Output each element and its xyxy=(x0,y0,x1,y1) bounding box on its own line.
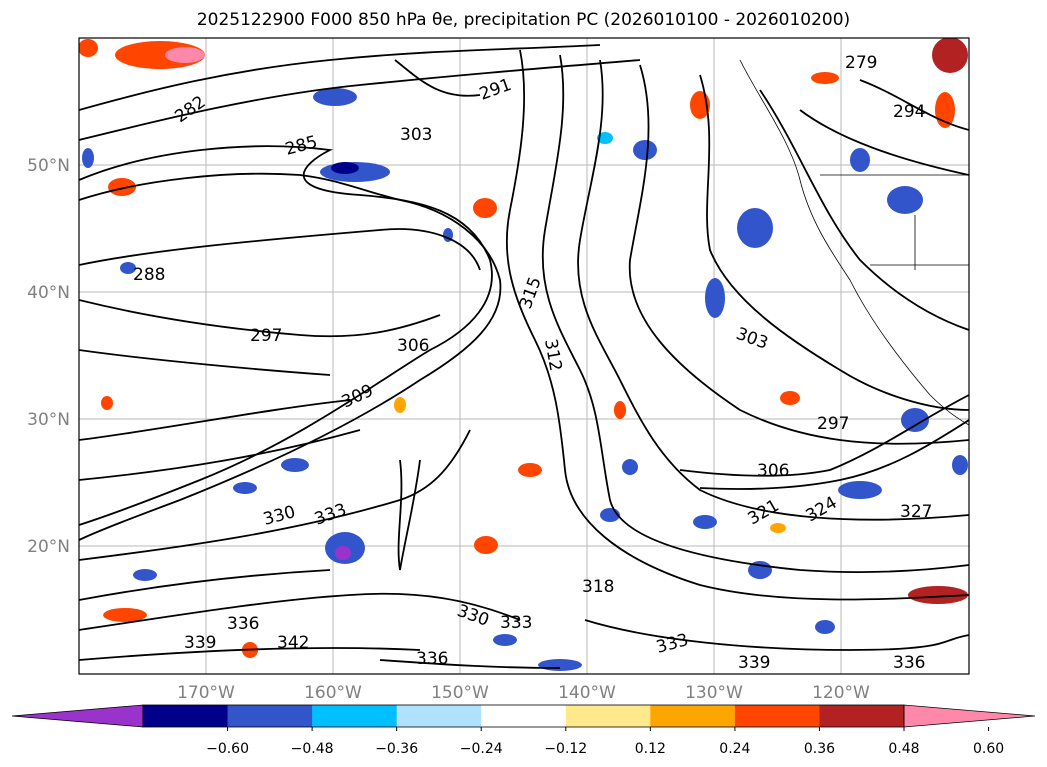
contour-label: 294 xyxy=(893,102,925,122)
contour-label: 279 xyxy=(845,53,877,73)
colorbar-segment xyxy=(819,705,905,727)
colorbar-extend-max xyxy=(903,704,1036,728)
lon-label-170w: 170°W xyxy=(177,683,235,703)
colorbar-tick-label: −0.12 xyxy=(544,741,587,757)
contour-label: 336 xyxy=(893,653,925,673)
colorbar-tick-label: 0.36 xyxy=(804,741,835,757)
contour-label: 306 xyxy=(397,336,429,356)
contour-label: 297 xyxy=(817,414,849,434)
lon-label-160w: 160°W xyxy=(304,683,362,703)
colorbar-tick-label: 0.48 xyxy=(888,741,919,757)
contour-label: 342 xyxy=(277,633,309,653)
colorbar-segment xyxy=(143,705,229,727)
lat-label-40n: 40°N xyxy=(27,283,70,303)
colorbar-tick-label: −0.36 xyxy=(375,741,418,757)
colorbar-extend-min xyxy=(11,704,144,728)
map-frame xyxy=(78,37,970,675)
colorbar-tick-label: −0.48 xyxy=(291,741,334,757)
latitude-labels: 50°N 40°N 30°N 20°N xyxy=(27,156,70,557)
colorbar-segment xyxy=(734,705,820,727)
contour-label: 333 xyxy=(500,613,532,633)
contour-label: 336 xyxy=(227,614,259,634)
lat-label-30n: 30°N xyxy=(27,410,70,430)
contour-label: 339 xyxy=(738,653,770,673)
coastlines xyxy=(739,59,969,426)
contour-label: 318 xyxy=(582,577,614,597)
colorbar-tick-label: 0.24 xyxy=(719,741,750,757)
colorbar-tick-label: 0.60 xyxy=(973,741,1004,757)
contour-label: 336 xyxy=(416,649,448,669)
colorbar-frame xyxy=(142,704,905,728)
lon-label-130w: 130°W xyxy=(685,683,743,703)
colorbar-segment xyxy=(227,705,313,727)
map-background xyxy=(79,38,969,674)
contour-label: 306 xyxy=(757,461,789,481)
contour-label: 327 xyxy=(900,502,932,522)
colorbar-segment xyxy=(481,705,567,727)
longitude-labels: 170°W 160°W 150°W 140°W 130°W 120°W xyxy=(177,683,870,703)
colorbar-tick-label: 0.12 xyxy=(635,741,666,757)
gridlines xyxy=(79,38,969,674)
lat-label-50n: 50°N xyxy=(27,156,70,176)
colorbar-tick-label: −0.24 xyxy=(460,741,503,757)
lon-label-120w: 120°W xyxy=(812,683,870,703)
contour-label: 303 xyxy=(400,125,432,145)
lat-label-20n: 20°N xyxy=(27,537,70,557)
colorbar-segment xyxy=(650,705,736,727)
theta-e-contours xyxy=(79,44,969,669)
contour-label: 339 xyxy=(184,633,216,653)
lon-label-150w: 150°W xyxy=(431,683,489,703)
colorbar-tick-label: −0.60 xyxy=(206,741,249,757)
map-title: 2025122900 F000 850 hPa θe, precipitatio… xyxy=(196,10,851,30)
colorbar-tick-labels: −0.60 −0.48 −0.36 −0.24 −0.12 0.12 0.24 0.36 0.4… xyxy=(206,727,1004,757)
colorbar-segment xyxy=(312,705,398,727)
contour-label: 288 xyxy=(133,265,165,285)
colorbar-segment xyxy=(565,705,651,727)
colorbar-segment xyxy=(396,705,482,727)
contour-label: 297 xyxy=(250,326,282,346)
colorbar xyxy=(11,704,1036,728)
lon-label-140w: 140°W xyxy=(558,683,616,703)
